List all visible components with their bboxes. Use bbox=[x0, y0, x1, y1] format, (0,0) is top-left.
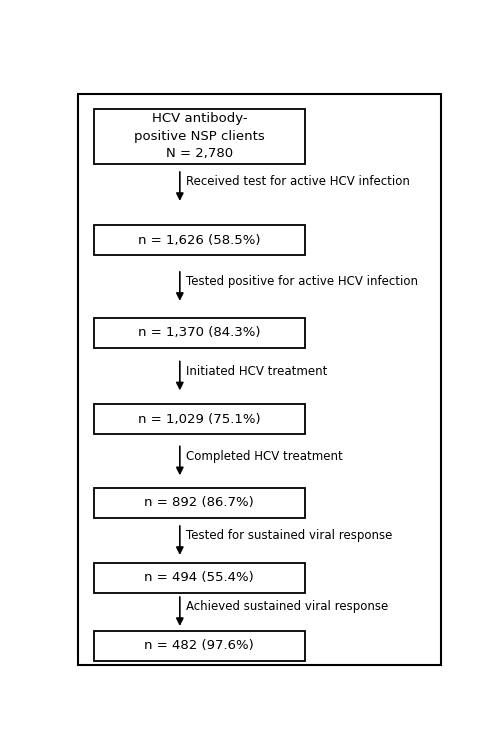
Text: Tested positive for active HCV infection: Tested positive for active HCV infection bbox=[186, 275, 417, 288]
Bar bbox=[94, 488, 304, 518]
Text: Initiated HCV treatment: Initiated HCV treatment bbox=[186, 364, 327, 378]
Text: n = 1,029 (75.1%): n = 1,029 (75.1%) bbox=[138, 413, 261, 426]
Text: Received test for active HCV infection: Received test for active HCV infection bbox=[186, 176, 409, 188]
Bar bbox=[94, 317, 304, 347]
Text: n = 1,370 (84.3%): n = 1,370 (84.3%) bbox=[138, 326, 261, 339]
Bar bbox=[94, 404, 304, 434]
Text: HCV antibody-
positive NSP clients
N = 2,780: HCV antibody- positive NSP clients N = 2… bbox=[134, 112, 265, 160]
Bar bbox=[94, 563, 304, 593]
Text: n = 494 (55.4%): n = 494 (55.4%) bbox=[144, 572, 254, 584]
Text: n = 892 (86.7%): n = 892 (86.7%) bbox=[144, 496, 254, 509]
Text: Tested for sustained viral response: Tested for sustained viral response bbox=[186, 530, 392, 542]
Text: Achieved sustained viral response: Achieved sustained viral response bbox=[186, 600, 388, 613]
Bar bbox=[94, 631, 304, 661]
Bar bbox=[94, 225, 304, 255]
Text: n = 482 (97.6%): n = 482 (97.6%) bbox=[144, 639, 254, 652]
Text: Completed HCV treatment: Completed HCV treatment bbox=[186, 450, 343, 463]
Text: n = 1,626 (58.5%): n = 1,626 (58.5%) bbox=[138, 234, 261, 247]
Bar bbox=[94, 109, 304, 164]
